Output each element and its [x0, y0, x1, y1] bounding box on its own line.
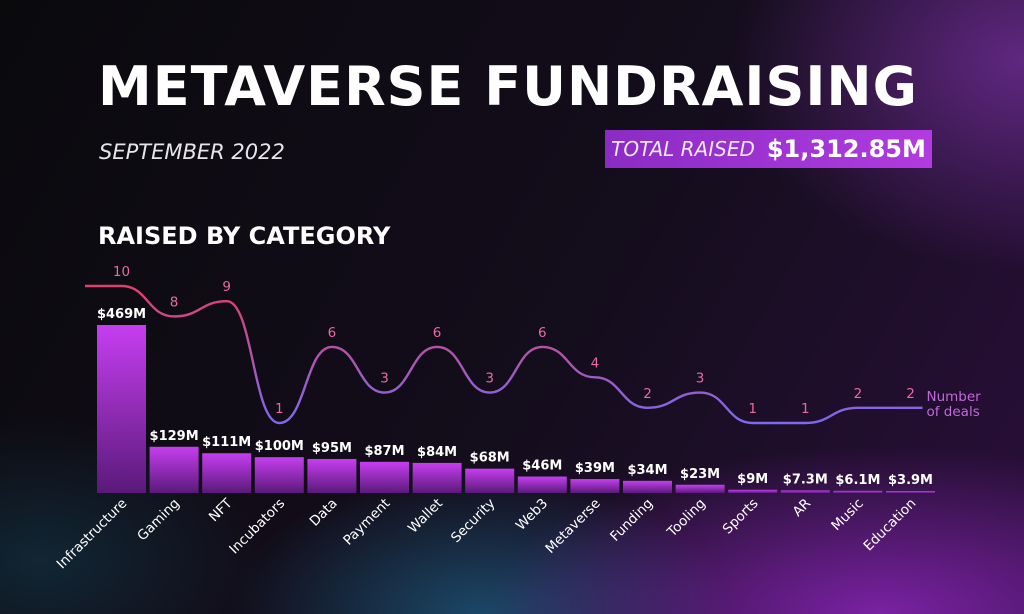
x-tick-infrastructure: Infrastructure	[54, 496, 131, 573]
x-tick-sports: Sports	[720, 496, 762, 538]
bar-value-label: $3.9M	[888, 473, 933, 488]
deals-line-group: 10 8 9 1 6 3 6 3 6 4 2 3 1 1 2 2 Number of deals	[84, 264, 982, 425]
bar-ar	[780, 490, 830, 493]
deal-count-label: 3	[696, 371, 705, 387]
deal-count-label: 3	[380, 371, 389, 387]
deal-count-label: 2	[854, 386, 863, 402]
bar-incubators	[254, 457, 304, 493]
x-tick-web3: Web3	[513, 496, 551, 534]
bar-education	[886, 491, 935, 493]
bar-value-label: $129M	[150, 429, 199, 444]
bar-data	[307, 458, 357, 493]
bar-funding	[623, 480, 672, 493]
bar-security	[465, 468, 515, 493]
chart-section-title: RAISED BY CATEGORY	[98, 222, 391, 250]
bar-gaming	[149, 446, 199, 493]
x-tick-ar: AR	[790, 496, 814, 520]
bar-value-label: $39M	[575, 461, 615, 476]
x-tick-music: Music	[828, 496, 866, 534]
x-tick-data: Data	[307, 496, 341, 530]
x-tick-funding: Funding	[607, 496, 656, 545]
bar-value-label: $68M	[470, 451, 510, 466]
bar-value-label: $469M	[97, 307, 146, 322]
page-subtitle: SEPTEMBER 2022	[99, 140, 285, 164]
x-tick-nft: NFT	[206, 495, 236, 525]
bar-payment	[360, 461, 409, 493]
x-tick-education: Education	[860, 496, 919, 555]
x-tick-payment: Payment	[340, 496, 393, 549]
deal-count-label: 3	[485, 371, 494, 387]
deals-legend: Number of deals	[927, 389, 982, 420]
deal-count-label: 6	[538, 325, 547, 341]
deal-count-label: 6	[328, 325, 337, 341]
deals-line	[84, 284, 923, 425]
bar-nft	[202, 453, 252, 493]
total-raised-label: TOTAL RAISED	[611, 137, 755, 161]
x-tick-gaming: Gaming	[134, 496, 183, 545]
x-tick-tooling: Tooling	[664, 496, 709, 541]
bar-value-label: $111M	[202, 435, 251, 450]
bars-group: $469M $129M $111M $100M $95M $87M $84M $68M $46M…	[97, 307, 935, 493]
page-title: METAVERSE FUNDRAISING	[98, 55, 918, 118]
deal-count-label: 9	[222, 279, 231, 295]
bar-value-label: $100M	[255, 439, 304, 454]
deal-count-label: 1	[801, 401, 810, 417]
x-tick-security: Security	[448, 496, 499, 547]
deal-count-label: 8	[170, 294, 179, 310]
deal-count-label: 10	[113, 264, 130, 280]
total-raised-value: $1,312.85M	[766, 135, 926, 163]
deal-count-label: 2	[906, 386, 915, 402]
deal-count-label: 1	[748, 401, 757, 417]
deal-count-label: 1	[275, 401, 284, 417]
bar-music	[833, 490, 883, 493]
bar-value-label: $23M	[680, 467, 720, 482]
bar-value-label: $95M	[312, 441, 352, 456]
bar-tooling	[675, 484, 725, 493]
bar-infrastructure	[97, 325, 146, 493]
bar-value-label: $7.3M	[783, 472, 828, 487]
bar-metaverse	[570, 479, 620, 493]
deal-count-label: 2	[643, 386, 652, 402]
deal-count-label: 6	[433, 325, 442, 341]
bar-value-label: $6.1M	[835, 473, 880, 488]
bar-value-label: $84M	[417, 445, 457, 460]
deal-count-label: 4	[591, 355, 600, 371]
x-tick-incubators: Incubators	[226, 496, 288, 558]
bar-value-label: $46M	[522, 459, 562, 474]
total-raised-badge: TOTAL RAISED $1,312.85M	[605, 130, 932, 168]
bar-wallet	[412, 462, 462, 493]
x-tick-wallet: Wallet	[405, 496, 446, 537]
bar-sports	[728, 489, 778, 493]
bar-value-label: $34M	[627, 463, 667, 478]
bar-value-label: $87M	[364, 444, 404, 459]
bar-value-label: $9M	[737, 472, 768, 487]
bar-web3	[517, 476, 567, 493]
x-tick-metaverse: Metaverse	[542, 496, 603, 557]
